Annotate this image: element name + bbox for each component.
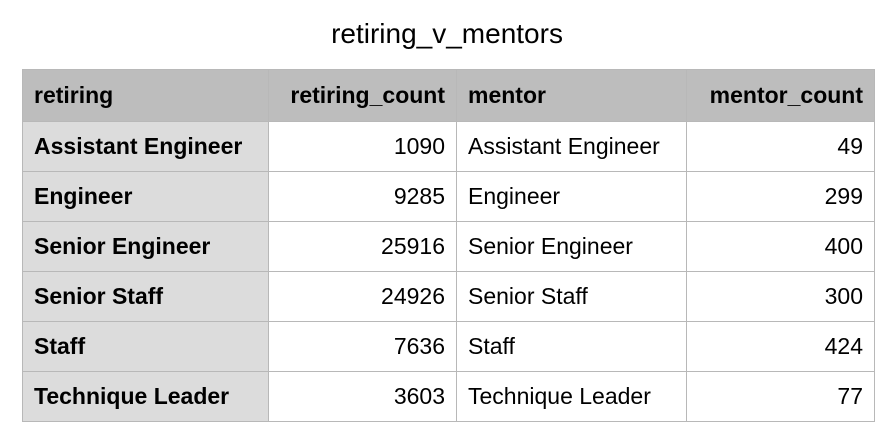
table-row: Technique Leader 3603 Technique Leader 7… xyxy=(22,371,875,422)
retiring-cell[interactable]: Staff xyxy=(22,321,269,372)
table-header: retiring retiring_count mentor mentor_co… xyxy=(22,69,875,122)
column-header-mentor-count[interactable]: mentor_count xyxy=(686,69,875,122)
retiring-cell[interactable]: Technique Leader xyxy=(22,371,269,422)
mentor-count-cell[interactable]: 300 xyxy=(686,271,875,322)
mentor-cell[interactable]: Senior Engineer xyxy=(456,221,687,272)
retiring-cell[interactable]: Engineer xyxy=(22,171,269,222)
header-row: retiring retiring_count mentor mentor_co… xyxy=(22,69,875,122)
retiring-count-cell[interactable]: 9285 xyxy=(268,171,457,222)
mentor-count-cell[interactable]: 49 xyxy=(686,121,875,172)
table-body: Assistant Engineer 1090 Assistant Engine… xyxy=(22,121,875,422)
retiring-cell[interactable]: Assistant Engineer xyxy=(22,121,269,172)
retiring-count-cell[interactable]: 1090 xyxy=(268,121,457,172)
mentor-cell[interactable]: Senior Staff xyxy=(456,271,687,322)
retiring-count-cell[interactable]: 25916 xyxy=(268,221,457,272)
column-header-retiring[interactable]: retiring xyxy=(22,69,269,122)
table-row: Senior Staff 24926 Senior Staff 300 xyxy=(22,271,875,322)
table-row: Engineer 9285 Engineer 299 xyxy=(22,171,875,222)
mentor-cell[interactable]: Staff xyxy=(456,321,687,372)
mentor-count-cell[interactable]: 77 xyxy=(686,371,875,422)
retiring-count-cell[interactable]: 24926 xyxy=(268,271,457,322)
retiring-count-cell[interactable]: 7636 xyxy=(268,321,457,372)
mentor-count-cell[interactable]: 400 xyxy=(686,221,875,272)
mentor-cell[interactable]: Technique Leader xyxy=(456,371,687,422)
mentor-count-cell[interactable]: 299 xyxy=(686,171,875,222)
table-title: retiring_v_mentors xyxy=(331,18,563,49)
retiring-count-cell[interactable]: 3603 xyxy=(268,371,457,422)
table-row: Staff 7636 Staff 424 xyxy=(22,321,875,372)
table-row: Assistant Engineer 1090 Assistant Engine… xyxy=(22,121,875,172)
retiring-cell[interactable]: Senior Engineer xyxy=(22,221,269,272)
mentor-cell[interactable]: Engineer xyxy=(456,171,687,222)
mentor-cell[interactable]: Assistant Engineer xyxy=(456,121,687,172)
retiring-cell[interactable]: Senior Staff xyxy=(22,271,269,322)
data-table: retiring retiring_count mentor mentor_co… xyxy=(22,69,875,422)
table-row: Senior Engineer 25916 Senior Engineer 40… xyxy=(22,221,875,272)
column-header-retiring-count[interactable]: retiring_count xyxy=(268,69,457,122)
mentor-count-cell[interactable]: 424 xyxy=(686,321,875,372)
column-header-mentor[interactable]: mentor xyxy=(456,69,687,122)
